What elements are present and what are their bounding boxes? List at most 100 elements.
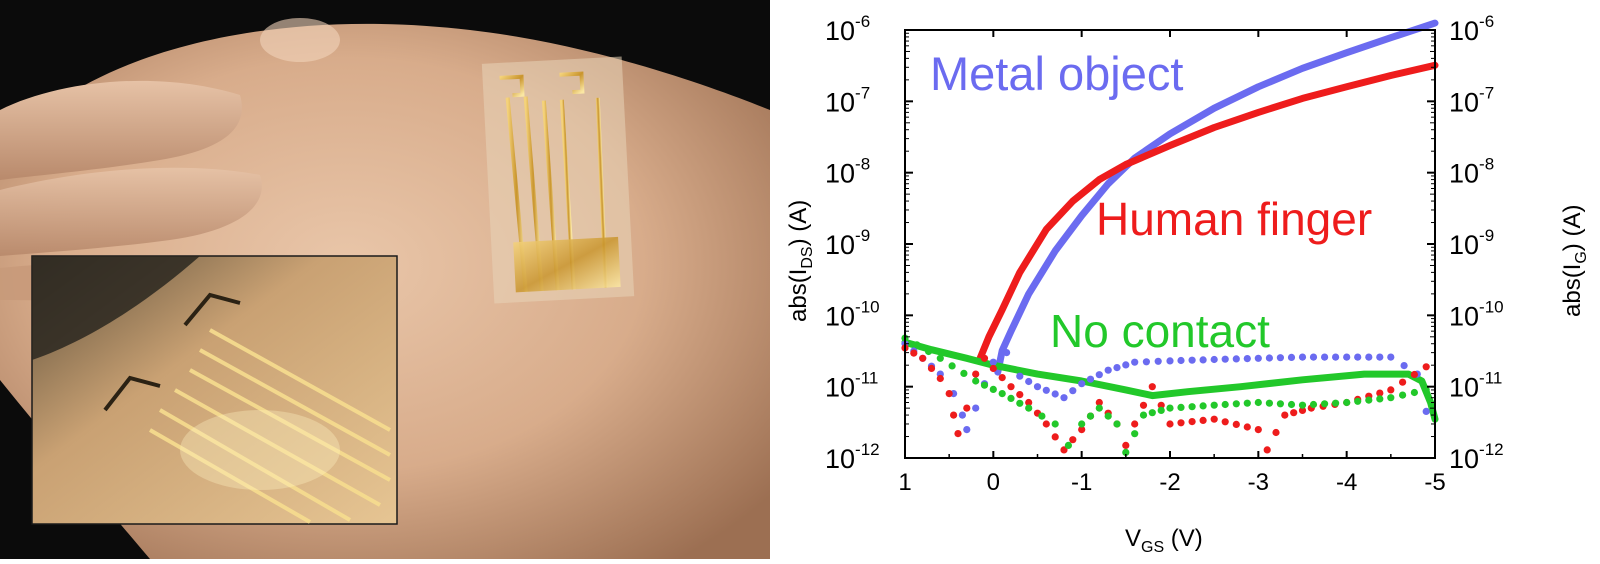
- series-point-no-contact-gate: [1016, 399, 1024, 407]
- y-tick-exponent: -9: [855, 226, 870, 245]
- series-point-human-finger-gate: [1290, 409, 1298, 417]
- y-tick-base: 10: [825, 301, 855, 331]
- y-tick-exponent: -6: [1479, 12, 1494, 31]
- x-axis-label-main: V: [1125, 525, 1141, 552]
- series-point-no-contact-gate: [972, 377, 980, 385]
- series-line-human-finger: [976, 61, 1439, 362]
- series-point-human-finger-gate: [1221, 418, 1229, 426]
- chart-svg: 1 0 -1 -2 -3 -4 -5 10-610-710-810-910-1010-111…: [785, 12, 1590, 556]
- x-axis-label: VGS (V): [1125, 525, 1203, 556]
- series-point-metal-object-gate: [1188, 356, 1196, 364]
- y-tick-label-right: 10-11: [1449, 369, 1502, 403]
- series-point-no-contact-gate: [1321, 400, 1329, 408]
- series-point-no-contact-gate: [1254, 398, 1262, 407]
- series-group: [901, 19, 1439, 456]
- hand-photo-drawing: [0, 0, 770, 559]
- series-point-metal-object-gate: [1354, 353, 1362, 361]
- series-point-metal-object-gate: [1422, 407, 1430, 415]
- y-tick-label-right: 10-6: [1449, 12, 1494, 46]
- series-point-human-finger-gate: [1410, 370, 1418, 379]
- series-point-no-contact-gate: [1064, 441, 1072, 449]
- y-tick-exponent: -9: [1479, 226, 1494, 245]
- series-point-metal-object-gate: [1309, 353, 1318, 361]
- series-point-metal-object-gate: [1122, 361, 1130, 369]
- series-point-metal-object-gate: [1265, 354, 1273, 362]
- series-point-no-contact-gate: [1387, 394, 1395, 402]
- series-point-human-finger-gate: [1263, 446, 1271, 454]
- series-point-human-finger-gate: [980, 354, 989, 362]
- y-tick-base: 10: [825, 159, 855, 189]
- series-point-metal-object-gate: [1287, 353, 1296, 361]
- series-point-human-finger-gate: [1376, 389, 1384, 397]
- series-point-metal-object-gate: [1086, 375, 1095, 383]
- series-point-no-contact-gate: [1038, 412, 1046, 420]
- series-point-no-contact-gate: [1399, 391, 1407, 399]
- series-point-no-contact-gate: [1131, 430, 1139, 438]
- series-point-human-finger-gate: [1177, 419, 1185, 427]
- series-point-human-finger-gate: [1078, 426, 1086, 434]
- y-tick-exponent: -8: [1479, 155, 1494, 174]
- y-tick-label-right: 10-8: [1449, 155, 1494, 189]
- x-tick-label: -3: [1248, 469, 1269, 496]
- series-point-metal-object-gate: [1276, 354, 1284, 362]
- series-point-metal-object-gate: [1400, 362, 1408, 370]
- y-axis-right-label-sub: G: [1573, 251, 1590, 263]
- sensor-patch: [481, 56, 635, 304]
- annotation-no-contact: No contact: [1050, 305, 1270, 357]
- series-point-metal-object-gate: [1199, 356, 1207, 364]
- series-point-human-finger-gate: [936, 374, 944, 383]
- series-point-no-contact-gate: [1221, 400, 1229, 409]
- y-axis-left-label-unit: ) (A): [785, 200, 812, 247]
- series-point-human-finger-gate: [1254, 426, 1262, 434]
- series-point-metal-object-gate: [1221, 355, 1229, 363]
- series-point-no-contact-gate: [1078, 420, 1086, 428]
- series-point-metal-object-gate: [1033, 383, 1042, 391]
- series-point-metal-object-gate: [1343, 353, 1351, 361]
- series-point-human-finger-gate: [954, 430, 962, 438]
- series-point-metal-object-gate: [1376, 353, 1384, 361]
- series-point-no-contact-gate: [1113, 420, 1121, 428]
- series-point-human-finger-gate: [910, 349, 918, 357]
- series-point-no-contact-gate: [1188, 403, 1196, 411]
- series-point-metal-object-gate: [958, 411, 966, 419]
- series-point-metal-object-gate: [989, 358, 997, 366]
- series-point-no-contact-gate: [1422, 386, 1430, 394]
- series-point-human-finger-gate: [1095, 398, 1103, 407]
- series-point-no-contact-gate: [1086, 412, 1095, 420]
- series-point-no-contact-gate: [1007, 394, 1015, 402]
- y-tick-base: 10: [825, 87, 855, 117]
- series-point-human-finger-gate: [1199, 416, 1207, 424]
- y-tick-base: 10: [825, 373, 855, 403]
- series-point-no-contact-gate: [1343, 398, 1351, 407]
- y-axis-left-label: abs(IDS) (A): [785, 200, 816, 322]
- y-tick-label-left: 10-8: [825, 155, 870, 189]
- y-tick-base: 10: [825, 444, 855, 474]
- y-tick-exponent: -12: [855, 440, 880, 459]
- series-point-metal-object-gate: [1104, 366, 1112, 374]
- series-point-human-finger-gate: [1399, 378, 1407, 386]
- x-tick-label: 1: [898, 469, 911, 496]
- series-point-metal-object-gate: [1078, 380, 1086, 388]
- series-point-no-contact-gate: [1410, 388, 1418, 397]
- series-point-human-finger-gate: [919, 354, 927, 362]
- y-tick-label-left: 10-11: [825, 369, 878, 403]
- series-point-metal-object-gate: [963, 426, 971, 434]
- series-point-metal-object-gate: [1069, 387, 1077, 395]
- x-axis-label-unit: (V): [1164, 525, 1203, 552]
- series-point-no-contact-gate: [980, 381, 989, 389]
- series-point-metal-object-gate: [1131, 358, 1139, 366]
- y-tick-label-right: 10-12: [1449, 440, 1504, 474]
- series-point-no-contact-gate: [1157, 406, 1165, 414]
- series-point-metal-object-gate: [1321, 353, 1329, 361]
- y-axis-right-label-main: abs(I: [1559, 264, 1586, 317]
- series-point-metal-object-gate: [1365, 353, 1373, 361]
- series-point-human-finger-gate: [1188, 418, 1196, 426]
- series-point-no-contact-gate: [1265, 399, 1273, 407]
- series-point-human-finger-gate: [1148, 383, 1156, 391]
- x-tick-label: -2: [1159, 469, 1180, 496]
- series-point-no-contact-gate: [1210, 401, 1218, 409]
- chart-panel: 1 0 -1 -2 -3 -4 -5 10-6 10-7 10-8 10-9 10-10 10-11 1…: [770, 0, 1600, 559]
- series-point-no-contact-gate: [1095, 404, 1103, 412]
